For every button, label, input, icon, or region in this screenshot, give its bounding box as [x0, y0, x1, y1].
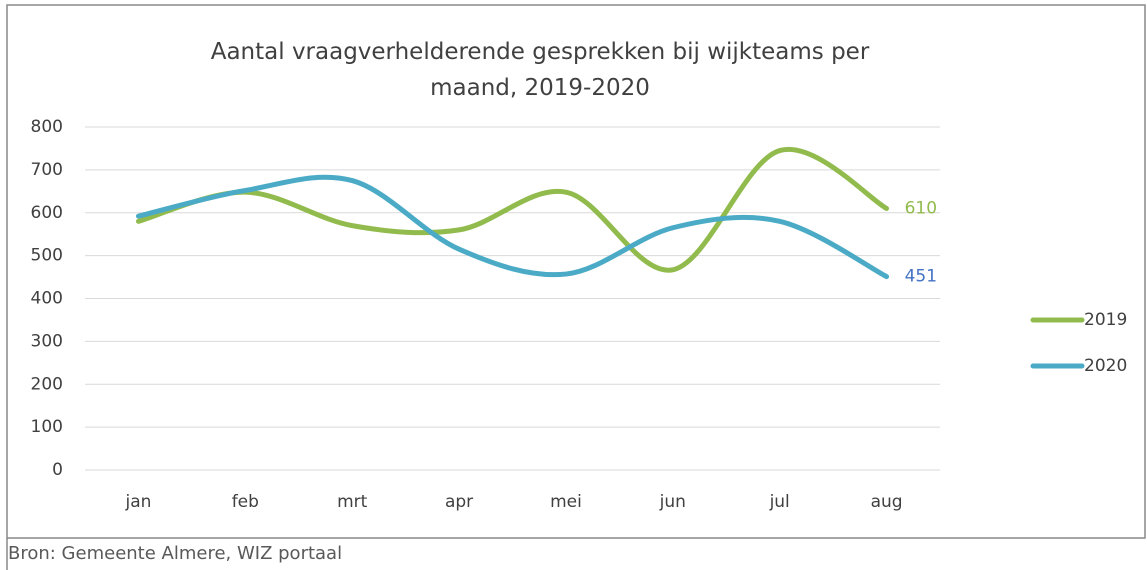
data-label: 451: [905, 267, 937, 287]
y-tick-label: 500: [31, 246, 63, 266]
y-tick-label: 300: [31, 331, 63, 351]
y-tick-label: 600: [31, 203, 63, 223]
x-tick-label: aug: [871, 492, 903, 512]
y-tick-label: 200: [31, 374, 63, 394]
legend-label: 2020: [1084, 356, 1127, 376]
chart-title: Aantal vraagverhelderende gesprekken bij…: [210, 39, 870, 101]
x-tick-label: mrt: [337, 492, 368, 512]
y-tick-label: 400: [31, 289, 63, 309]
x-tick-label: apr: [445, 492, 473, 512]
legend-label: 2019: [1084, 310, 1127, 330]
series-line: [135, 146, 890, 273]
data-label: 610: [905, 198, 937, 218]
x-tick-label: feb: [232, 492, 259, 512]
x-tick-label: jun: [659, 492, 686, 512]
y-tick-label: 100: [31, 417, 63, 437]
source-note: Bron: Gemeente Almere, WIZ portaal: [8, 543, 343, 564]
x-tick-label: jan: [124, 492, 151, 512]
x-tick-label: jul: [769, 492, 790, 512]
chart-border: [6, 4, 1146, 539]
y-tick-label: 700: [31, 160, 63, 180]
series-line: [135, 174, 890, 280]
x-tick-label: mei: [550, 492, 582, 512]
y-tick-label: 800: [31, 117, 63, 137]
y-tick-label: 0: [52, 460, 63, 480]
